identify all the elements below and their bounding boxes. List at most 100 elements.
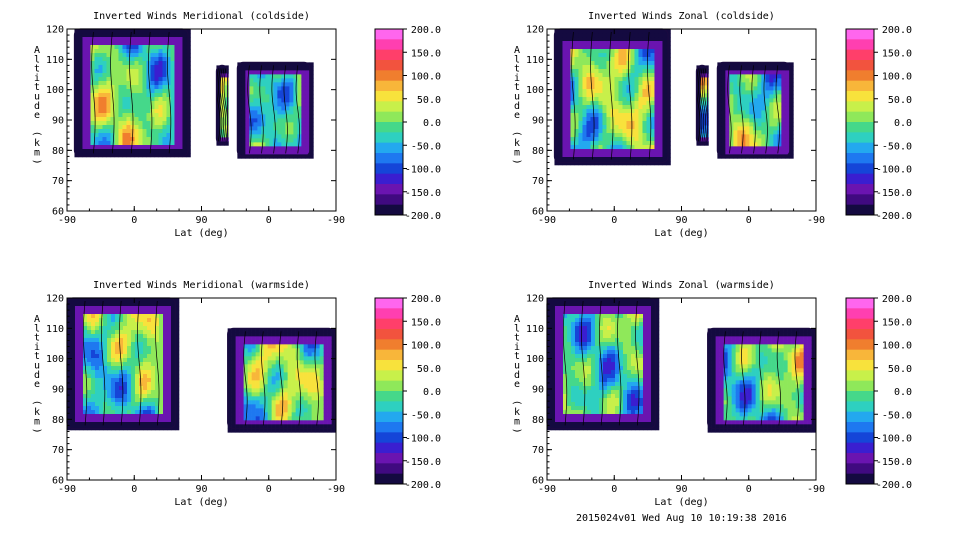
field-cell — [106, 29, 110, 33]
colorbar-label: 150.0 — [411, 48, 441, 59]
field-cell — [115, 382, 119, 386]
field-cell — [155, 366, 159, 370]
field-cell — [745, 98, 749, 102]
field-cell — [135, 326, 139, 330]
field-cell — [769, 118, 773, 122]
field-cell — [115, 326, 119, 330]
field-cell — [99, 370, 103, 374]
field-cell — [131, 346, 135, 350]
field-cell — [293, 118, 297, 122]
field-cell — [79, 422, 83, 426]
field-cell — [300, 340, 304, 344]
field-cell — [618, 129, 622, 133]
field-cell — [272, 332, 276, 336]
field-cell — [237, 118, 241, 122]
field-cell — [115, 422, 119, 426]
field-cell — [638, 61, 642, 65]
y-label-letter: e — [34, 110, 40, 121]
field-cell — [115, 406, 119, 410]
field-cell — [166, 93, 170, 97]
field-cell — [158, 97, 162, 101]
field-cell — [554, 89, 558, 93]
field-cell — [642, 41, 646, 45]
field-cell — [106, 85, 110, 89]
field-cell — [638, 149, 642, 153]
field-cell — [106, 37, 110, 41]
field-cell — [566, 65, 570, 69]
field-cell — [749, 150, 753, 154]
field-cell — [139, 338, 143, 342]
field-cell — [159, 410, 163, 414]
field-cell — [554, 129, 558, 133]
field-cell — [162, 105, 166, 109]
field-cell — [111, 346, 115, 350]
field-cell — [733, 70, 737, 74]
field-cell — [570, 113, 574, 117]
field-cell — [654, 105, 658, 109]
field-cell — [642, 101, 646, 105]
field-cell — [232, 332, 236, 336]
field-cell — [598, 69, 602, 73]
field-cell — [745, 70, 749, 74]
field-cell — [182, 53, 186, 57]
field-cell — [158, 61, 162, 65]
field-cell — [646, 113, 650, 117]
field-cell — [305, 102, 309, 106]
field-cell — [131, 370, 135, 374]
field-cell — [170, 69, 174, 73]
field-cell — [269, 62, 273, 66]
field-cell — [87, 338, 91, 342]
field-cell — [566, 73, 570, 77]
field-cell — [662, 89, 666, 93]
field-cell — [74, 133, 78, 137]
field-cell — [554, 109, 558, 113]
field-cell — [94, 29, 98, 33]
field-cell — [122, 93, 126, 97]
field-cell — [107, 370, 111, 374]
field-cell — [162, 77, 166, 81]
field-cell — [328, 344, 332, 348]
field-cell — [622, 133, 626, 137]
field-cell — [248, 328, 252, 332]
field-cell — [240, 392, 244, 396]
field-cell — [142, 37, 146, 41]
field-cell — [606, 137, 610, 141]
field-cell — [741, 70, 745, 74]
field-cell — [256, 408, 260, 412]
field-cell — [143, 386, 147, 390]
field-cell — [265, 82, 269, 86]
field-cell — [276, 380, 280, 384]
field-cell — [167, 346, 171, 350]
field-cell — [158, 113, 162, 117]
field-cell — [781, 138, 785, 142]
field-cell — [114, 65, 118, 69]
field-cell — [135, 414, 139, 418]
field-cell — [94, 105, 98, 109]
field-cell — [638, 29, 642, 33]
field-cell — [122, 117, 126, 121]
field-cell — [562, 57, 566, 61]
field-cell — [654, 81, 658, 85]
colorbar-label: 100.0 — [411, 72, 441, 83]
field-cell — [658, 117, 662, 121]
colorbar-swatch — [375, 174, 403, 185]
field-cell — [174, 37, 178, 41]
field-cell — [143, 370, 147, 374]
field-cell — [106, 109, 110, 113]
field-cell — [594, 161, 598, 165]
field-cell — [167, 370, 171, 374]
colorbar-swatch — [375, 143, 403, 154]
field-cell — [143, 406, 147, 410]
field-cell — [654, 133, 658, 137]
field-cell — [328, 372, 332, 376]
field-cell — [134, 65, 138, 69]
field-cell — [650, 105, 654, 109]
field-cell — [296, 400, 300, 404]
field-cell — [115, 314, 119, 318]
field-cell — [717, 130, 721, 134]
field-cell — [127, 346, 131, 350]
field-cell — [590, 141, 594, 145]
field-cell — [232, 348, 236, 352]
field-cell — [658, 45, 662, 49]
field-cell — [167, 422, 171, 426]
